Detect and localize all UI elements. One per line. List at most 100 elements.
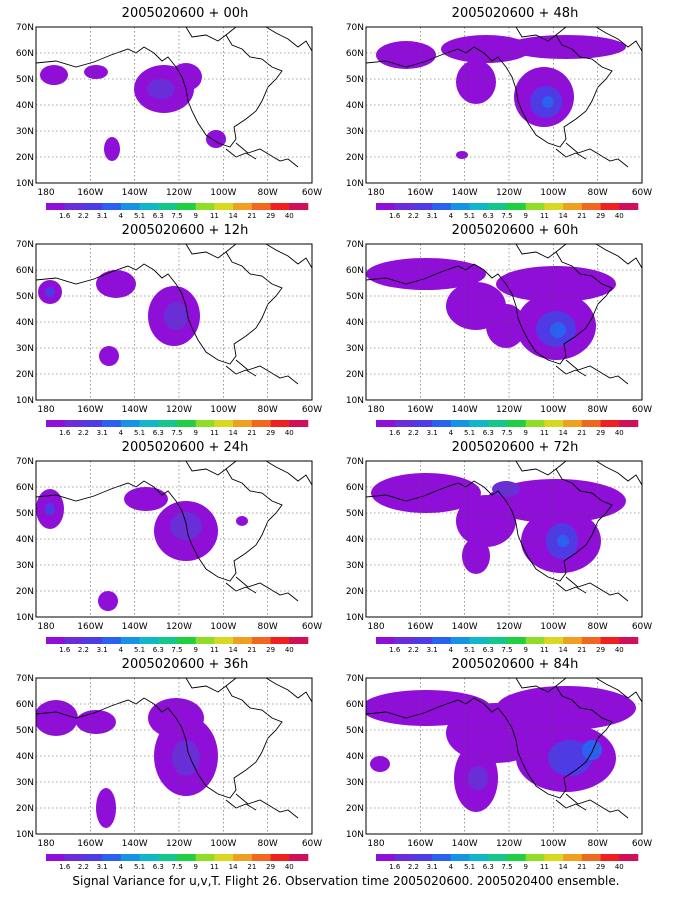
colorbar-swatch	[139, 203, 159, 210]
coastline	[225, 799, 257, 811]
colorbar-label: 2.2	[78, 429, 89, 437]
colorbar-swatch	[102, 420, 122, 427]
variance-contour	[582, 740, 602, 760]
coastline	[366, 244, 613, 365]
lat-label: 70N	[346, 240, 364, 250]
variance-contour	[40, 65, 68, 85]
colorbar-label: 5.1	[134, 429, 145, 437]
colorbar-swatch	[195, 203, 215, 210]
lat-label: 20N	[16, 370, 34, 380]
colorbar-label: 6.3	[483, 646, 494, 654]
coastline	[265, 678, 312, 703]
colorbar-swatch	[563, 637, 583, 644]
coastline	[515, 244, 557, 259]
colorbar-label: 6.3	[153, 646, 164, 654]
colorbar-label: 4	[449, 863, 454, 871]
colorbar-swatch	[450, 854, 470, 861]
lon-label: 80W	[257, 839, 277, 849]
colorbar-swatch	[488, 420, 508, 427]
lon-label: 140W	[122, 839, 148, 849]
variance-contour	[371, 473, 481, 513]
map-frame	[365, 26, 643, 184]
colorbar-swatch	[289, 420, 309, 427]
colorbar-label: 6.3	[153, 429, 164, 437]
lat-label: 30N	[16, 344, 34, 354]
colorbar-swatch	[376, 854, 396, 861]
colorbar-swatch	[251, 854, 271, 861]
colorbar-swatch	[83, 420, 103, 427]
coastline	[565, 793, 629, 819]
lat-label: 60N	[346, 49, 364, 59]
variance-contour	[147, 79, 175, 99]
colorbar-label: 14	[559, 646, 568, 654]
variance-contour	[370, 756, 390, 772]
colorbar-label: 9	[193, 429, 197, 437]
colorbar-label: 14	[229, 212, 238, 220]
coastline	[595, 244, 642, 269]
lon-label: 120W	[496, 622, 522, 632]
colorbar-swatch	[120, 203, 140, 210]
variance-contour	[492, 481, 520, 497]
colorbar-label: 40	[285, 646, 294, 654]
variance-contour	[104, 137, 120, 161]
lat-label: 40N	[346, 535, 364, 545]
colorbar-swatch	[619, 854, 639, 861]
colorbar-swatch	[120, 854, 140, 861]
colorbar-label: 3.1	[97, 646, 108, 654]
colorbar-label: 21	[577, 212, 586, 220]
colorbar-label: 1.6	[389, 429, 401, 437]
lon-label: 60W	[632, 622, 652, 632]
lat-label: 70N	[346, 674, 364, 684]
forecast-panel-84h: 2005020600 + 84h 70N 60N 50N 40N 30N 20N 10N 18…	[346, 656, 680, 871]
lon-label: 180	[367, 622, 384, 632]
lat-label: 10N	[346, 396, 364, 406]
colorbar-label: 3.1	[427, 646, 438, 654]
colorbar-swatch	[120, 637, 140, 644]
colorbar-swatch	[46, 420, 66, 427]
map-frame	[365, 243, 643, 401]
colorbar-label: 2.2	[78, 646, 89, 654]
forecast-panel-60h: 2005020600 + 60h 70N 60N 50N 40N 30N 20N 10N 18…	[346, 222, 680, 437]
colorbar-label: 14	[559, 863, 568, 871]
colorbar-label: 14	[559, 429, 568, 437]
coastline	[36, 678, 283, 799]
lon-label: 140W	[122, 622, 148, 632]
lat-label: 70N	[16, 240, 34, 250]
coastline	[555, 365, 587, 377]
colorbar-label: 29	[266, 212, 275, 220]
lat-label: 10N	[16, 396, 34, 406]
coastline	[366, 461, 613, 582]
colorbar-label: 2.2	[78, 212, 89, 220]
lon-label: 60W	[632, 405, 652, 415]
colorbar-swatch	[525, 637, 545, 644]
colorbar-label: 11	[540, 646, 549, 654]
colorbar-label: 9	[193, 212, 197, 220]
lon-label: 60W	[632, 188, 652, 198]
colorbar-swatch	[563, 420, 583, 427]
lat-label: 10N	[16, 179, 34, 189]
map-frame	[365, 460, 643, 618]
lat-label: 50N	[346, 292, 364, 302]
colorbar-swatch	[450, 420, 470, 427]
colorbar-label: 5.1	[464, 429, 475, 437]
colorbar-swatch	[469, 203, 489, 210]
colorbar-swatch	[525, 854, 545, 861]
colorbar-swatch	[251, 637, 271, 644]
variance-contour	[548, 740, 592, 776]
colorbar-swatch	[469, 854, 489, 861]
variance-contour	[236, 516, 248, 526]
lat-label: 50N	[346, 75, 364, 85]
lon-label: 140W	[122, 405, 148, 415]
colorbar-label: 4	[449, 646, 454, 654]
colorbar-swatch	[581, 203, 601, 210]
colorbar-swatch	[233, 854, 253, 861]
colorbar-swatch	[581, 420, 601, 427]
coastline	[565, 576, 629, 602]
map-frame	[365, 677, 643, 835]
colorbar-label: 21	[247, 646, 256, 654]
lat-label: 40N	[346, 752, 364, 762]
colorbar-swatch	[488, 854, 508, 861]
map-interior	[366, 678, 642, 834]
